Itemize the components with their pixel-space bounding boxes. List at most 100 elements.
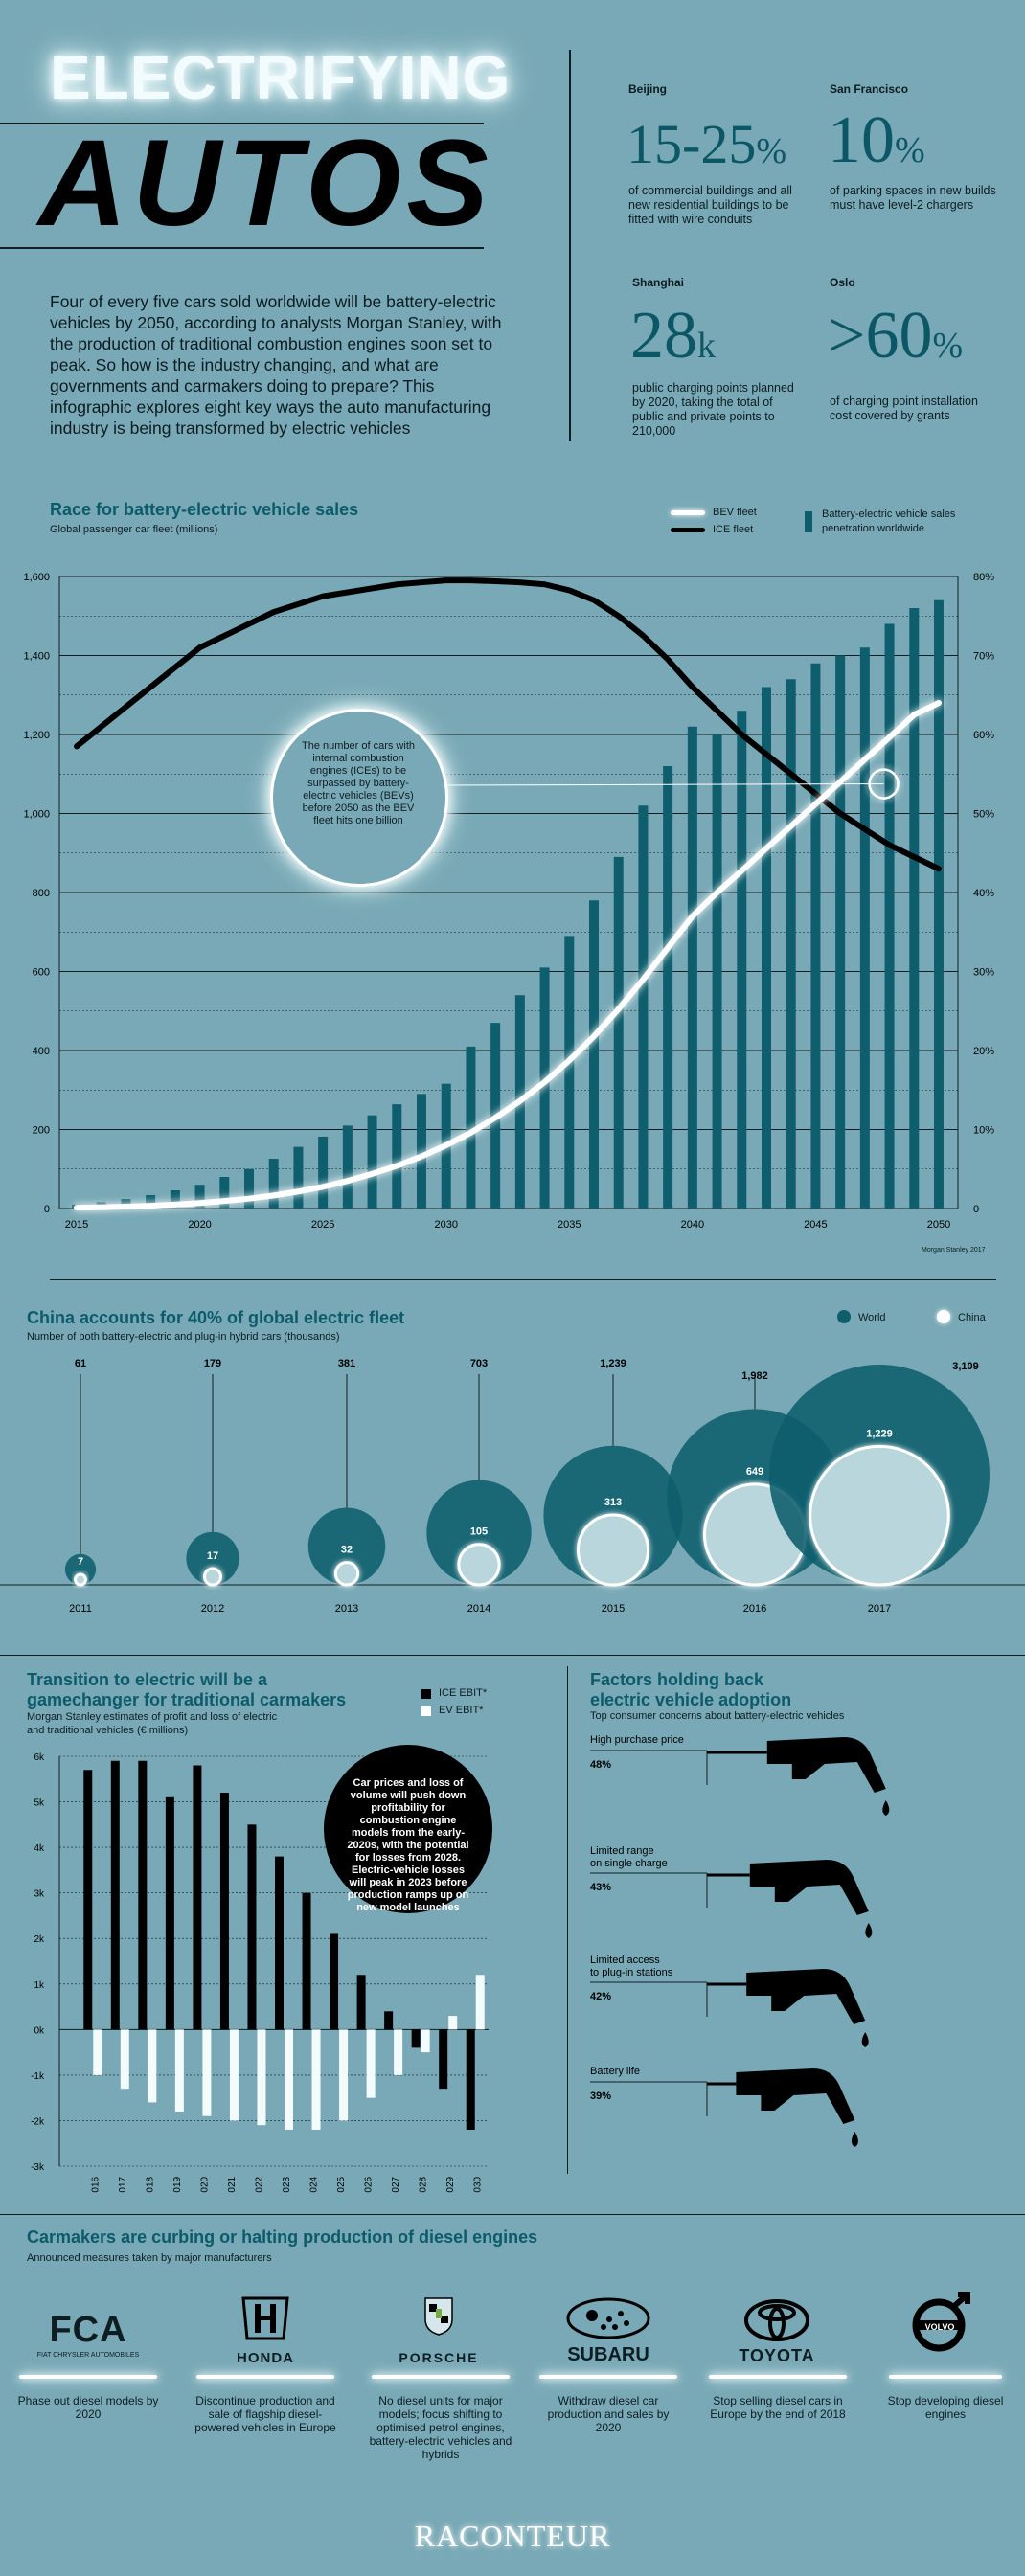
legend-ev-ebit-swatch — [421, 1706, 431, 1716]
transition-title: Transition to electric will be a gamechan… — [27, 1670, 347, 1709]
city-desc: of parking spaces in new builds must hav… — [830, 184, 996, 212]
sales-bar — [219, 1177, 230, 1209]
subaru-desc: Withdraw diesel car production and sales… — [547, 2394, 670, 2434]
city-desc: of commercial buildings and all new resi… — [628, 184, 792, 226]
sales-bar — [687, 726, 697, 1209]
ice-ebit-bar — [138, 1760, 148, 2030]
sales-bar — [318, 1136, 329, 1209]
factor-pct: 39% — [590, 2090, 611, 2102]
ev-ebit-bar — [285, 2029, 293, 2130]
china-value-label: 17 — [207, 1550, 218, 1562]
y-tick-label: 6k — [34, 1752, 45, 1763]
crossover-marker — [868, 768, 900, 800]
subaru-glow-bar — [539, 2375, 677, 2379]
ice-ebit-bar — [356, 1975, 366, 2030]
title-electrifying: ELECTRIFYING — [50, 43, 512, 112]
ev-ebit-bar — [148, 2029, 157, 2103]
ice-ebit-bar — [110, 1760, 120, 2030]
y-tick-label-right: 70% — [973, 651, 994, 663]
volvo-logo: VOLVO — [924, 2322, 955, 2332]
diesel-title: Carmakers are curbing or halting product… — [27, 2227, 538, 2247]
y-tick-label-right: 10% — [973, 1125, 994, 1137]
factor-label: Limited range — [590, 1845, 654, 1857]
ev-ebit-bar — [120, 2029, 129, 2090]
legend-ev-ebit-label: EV EBIT* — [439, 1705, 484, 1716]
legend-bev-label: BEV fleet — [713, 507, 757, 518]
x-tick-label: 2026 — [364, 2176, 375, 2193]
y-tick-label-right: 50% — [973, 809, 994, 821]
china-title: China accounts for 40% of global electri… — [27, 1308, 405, 1327]
sales-bar — [859, 647, 870, 1209]
x-tick-label: 2020 — [188, 1219, 211, 1231]
world-value-label: 3,109 — [952, 1361, 979, 1372]
sales-bar — [613, 856, 624, 1209]
ev-ebit-bar — [174, 2029, 184, 2112]
factor-label: High purchase price — [590, 1734, 684, 1746]
world-bubble — [186, 1531, 239, 1585]
world-bubble — [426, 1480, 532, 1585]
ev-ebit-bar — [421, 2029, 430, 2053]
legend-china-label: China — [958, 1312, 986, 1323]
ice-fleet-line — [74, 577, 942, 872]
subaru-stars-icon — [566, 2297, 650, 2339]
china-bubble — [577, 1513, 649, 1587]
y-tick-label: -2k — [31, 2116, 45, 2127]
china-bubble — [809, 1444, 950, 1587]
subaru-logo: SUBARU — [567, 2344, 649, 2365]
legend-bev-swatch — [671, 510, 705, 515]
world-value-label: 381 — [338, 1358, 355, 1369]
ice-ebit-bar — [165, 1796, 174, 2030]
year-label: 2015 — [602, 1603, 625, 1615]
ice-ebit-bar — [411, 2029, 421, 2048]
legend-china-swatch — [937, 1310, 950, 1323]
y-tick-label-right: 30% — [973, 967, 994, 979]
raconteur-logo: RACONTEUR — [414, 2519, 611, 2553]
ev-ebit-bar — [202, 2029, 212, 2116]
transition-subtitle: Morgan Stanley estimates of profit and l… — [27, 1711, 278, 1736]
race-chart: 0 200 400 600 800 1,000 1,200 1,400 1,600 0 10% 20%… — [23, 572, 994, 1231]
china-subtitle: Number of both battery-electric and plug… — [27, 1331, 340, 1343]
world-value-label: 179 — [204, 1358, 221, 1369]
y-tick-label-right: 80% — [973, 572, 994, 583]
y-tick-label: -3k — [31, 2162, 45, 2173]
race-source: Morgan Stanley 2017 — [922, 1247, 986, 1254]
sales-bar — [835, 655, 846, 1209]
china-value-label: 649 — [746, 1466, 763, 1478]
section-divider — [0, 2214, 1025, 2215]
toyota-logo: TOYOTA — [739, 2346, 815, 2365]
y-tick-label-left: 800 — [33, 888, 50, 899]
sales-bar — [712, 734, 722, 1209]
china-value-label: 32 — [341, 1545, 353, 1556]
city-name: San Francisco — [830, 82, 909, 96]
y-tick-label: -1k — [31, 2071, 45, 2082]
y-tick-label: 0k — [34, 2025, 45, 2036]
city-name: Shanghai — [632, 276, 685, 289]
ice-ebit-bar — [219, 1793, 229, 2030]
factor-label-2: on single charge — [590, 1858, 668, 1869]
sales-bar — [367, 1115, 377, 1209]
city-value: 10% — [828, 103, 925, 177]
honda-logo: HONDA — [237, 2350, 294, 2366]
ev-ebit-bar — [394, 2029, 403, 2075]
world-value-label: 703 — [470, 1358, 488, 1369]
china-chart: 61 7 2011 179 17 2012 381 32 2013 703 105 2014 1,239… — [0, 1358, 1025, 1615]
x-tick-label: 2040 — [681, 1219, 704, 1231]
toyota-glow-bar — [709, 2375, 847, 2379]
x-tick-label: 2045 — [804, 1219, 827, 1231]
factor-label-2: to plug-in stations — [590, 1967, 673, 1978]
x-tick-label: 2027 — [391, 2176, 401, 2193]
section-vertical-divider — [567, 1666, 568, 2174]
porsche-logo: PORSCHE — [399, 2350, 479, 2365]
x-tick-label: 2024 — [309, 2176, 320, 2193]
y-tick-label-left: 1,200 — [23, 730, 50, 741]
y-tick-label-right: 0 — [973, 1204, 979, 1215]
legend-ice-ebit-swatch — [421, 1689, 431, 1699]
sales-bar — [539, 967, 550, 1209]
sales-bar — [762, 687, 771, 1209]
sales-bar — [884, 623, 895, 1209]
city-name: Oslo — [830, 276, 855, 289]
legend-ice-swatch — [671, 528, 705, 532]
fuel-nozzle-icon — [766, 1737, 886, 1793]
ev-ebit-bar — [475, 1975, 485, 2030]
fuel-drop-icon — [882, 1800, 890, 1816]
